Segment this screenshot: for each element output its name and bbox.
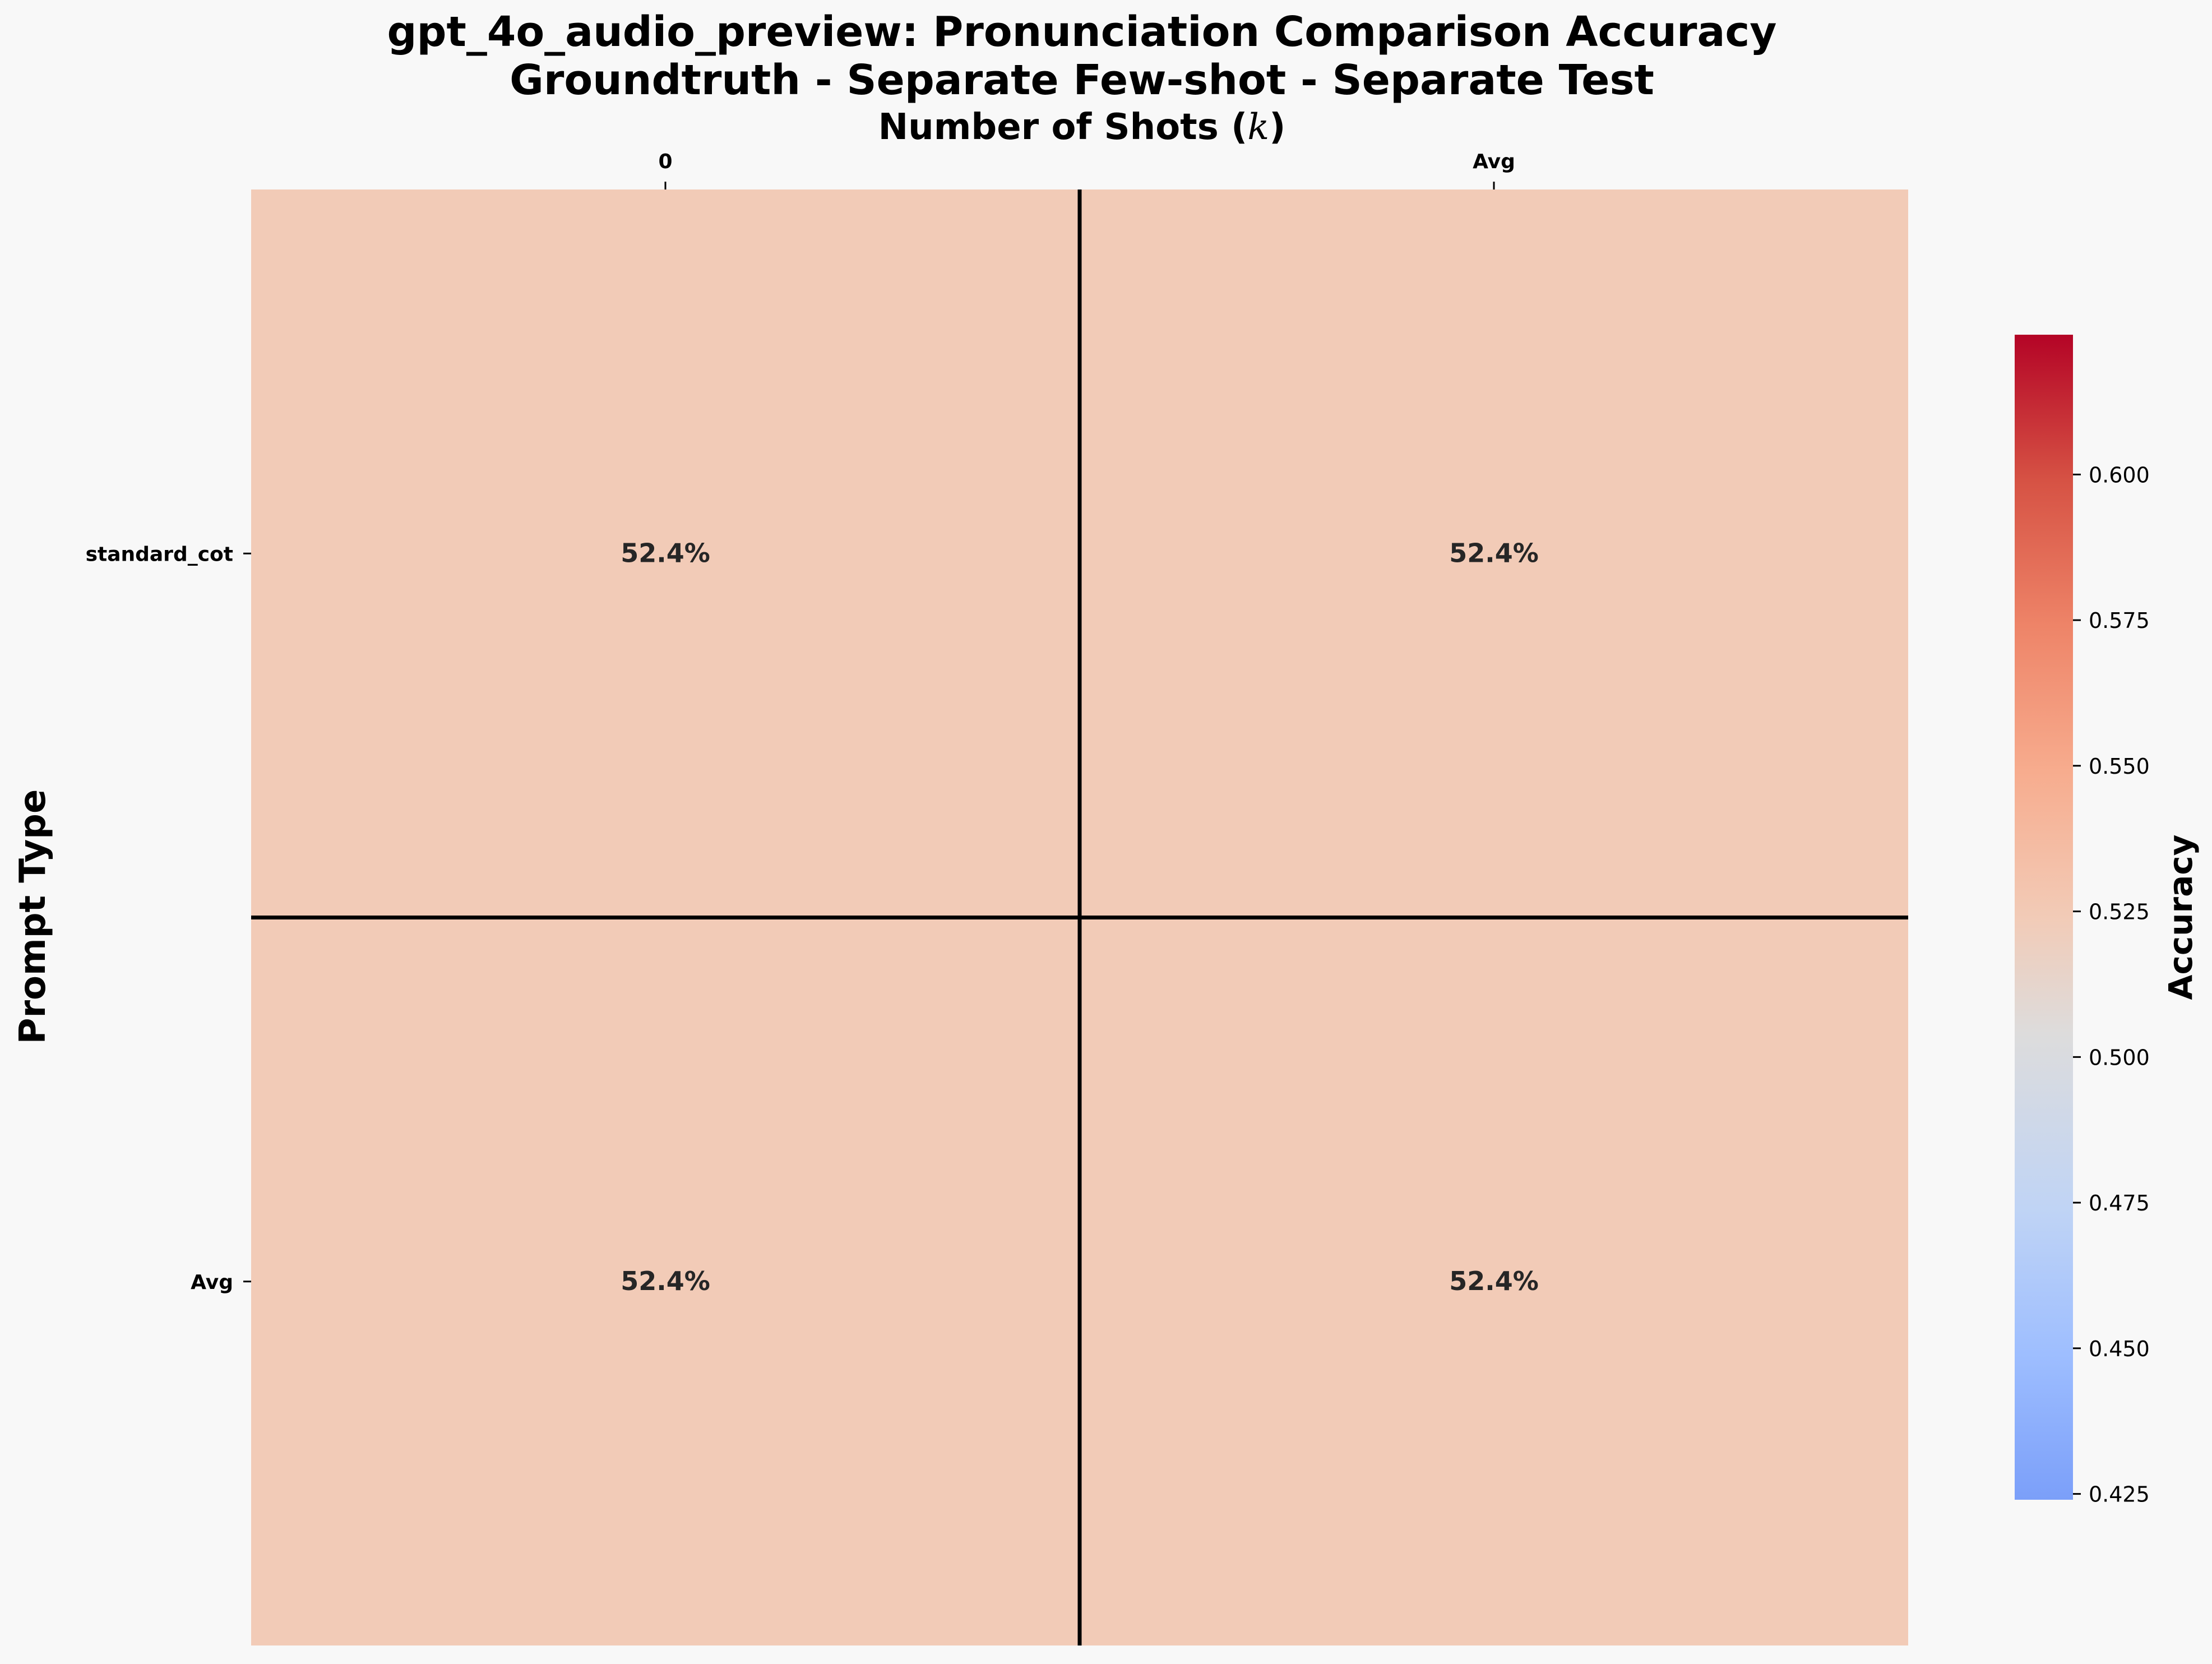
heatmap-cell — [1080, 917, 1908, 1645]
heatmap-cell — [1080, 189, 1908, 918]
colorbar-tick-label: 0.575 — [2089, 608, 2150, 633]
colorbar-tick-label: 0.550 — [2089, 754, 2150, 779]
chart-subtitle: Groundtruth - Separate Few-shot - Separa… — [510, 56, 1654, 104]
x-axis-label-suffix: ) — [1269, 107, 1285, 148]
cell-value-label: 52.4% — [1449, 1266, 1539, 1296]
colorbar-tick-label: 0.500 — [2089, 1045, 2150, 1070]
x-axis-label: Number of Shots (k) — [878, 107, 1286, 148]
y-tick-label: Avg — [191, 1271, 233, 1294]
heatmap-cell — [251, 189, 1080, 918]
x-axis-ticks: 0 Avg — [658, 150, 1515, 189]
heatmap-cell — [251, 917, 1080, 1645]
colorbar-tick-label: 0.525 — [2089, 900, 2150, 925]
y-axis-label: Prompt Type — [12, 789, 54, 1044]
cell-value-label: 52.4% — [1449, 538, 1539, 568]
x-axis-label-prefix: Number of Shots ( — [878, 107, 1248, 148]
colorbar — [2015, 335, 2073, 1500]
colorbar-tick-label: 0.600 — [2089, 463, 2150, 487]
cell-value-label: 52.4% — [621, 538, 710, 568]
y-axis-ticks: standard_cot Avg — [86, 543, 251, 1294]
heatmap-cells — [251, 189, 1908, 1645]
x-axis-label-var: k — [1247, 107, 1269, 148]
x-tick-label: Avg — [1473, 150, 1515, 173]
colorbar-ticks: 0.425 0.450 0.475 0.500 0.525 0.550 0.575 0.600 — [2073, 463, 2150, 1507]
cell-value-label: 52.4% — [621, 1266, 710, 1296]
heatmap-cell-labels: 52.4% 52.4% 52.4% 52.4% — [621, 538, 1539, 1296]
x-tick-label: 0 — [658, 150, 672, 173]
colorbar-tick-label: 0.450 — [2089, 1337, 2150, 1361]
chart-title: gpt_4o_audio_preview: Pronunciation Comp… — [387, 8, 1777, 56]
colorbar-label: Accuracy — [2162, 835, 2200, 1000]
colorbar-tick-label: 0.425 — [2089, 1482, 2150, 1507]
y-tick-label: standard_cot — [86, 543, 233, 566]
heatmap-gridlines — [251, 189, 1908, 1645]
colorbar-tick-label: 0.475 — [2089, 1191, 2150, 1215]
